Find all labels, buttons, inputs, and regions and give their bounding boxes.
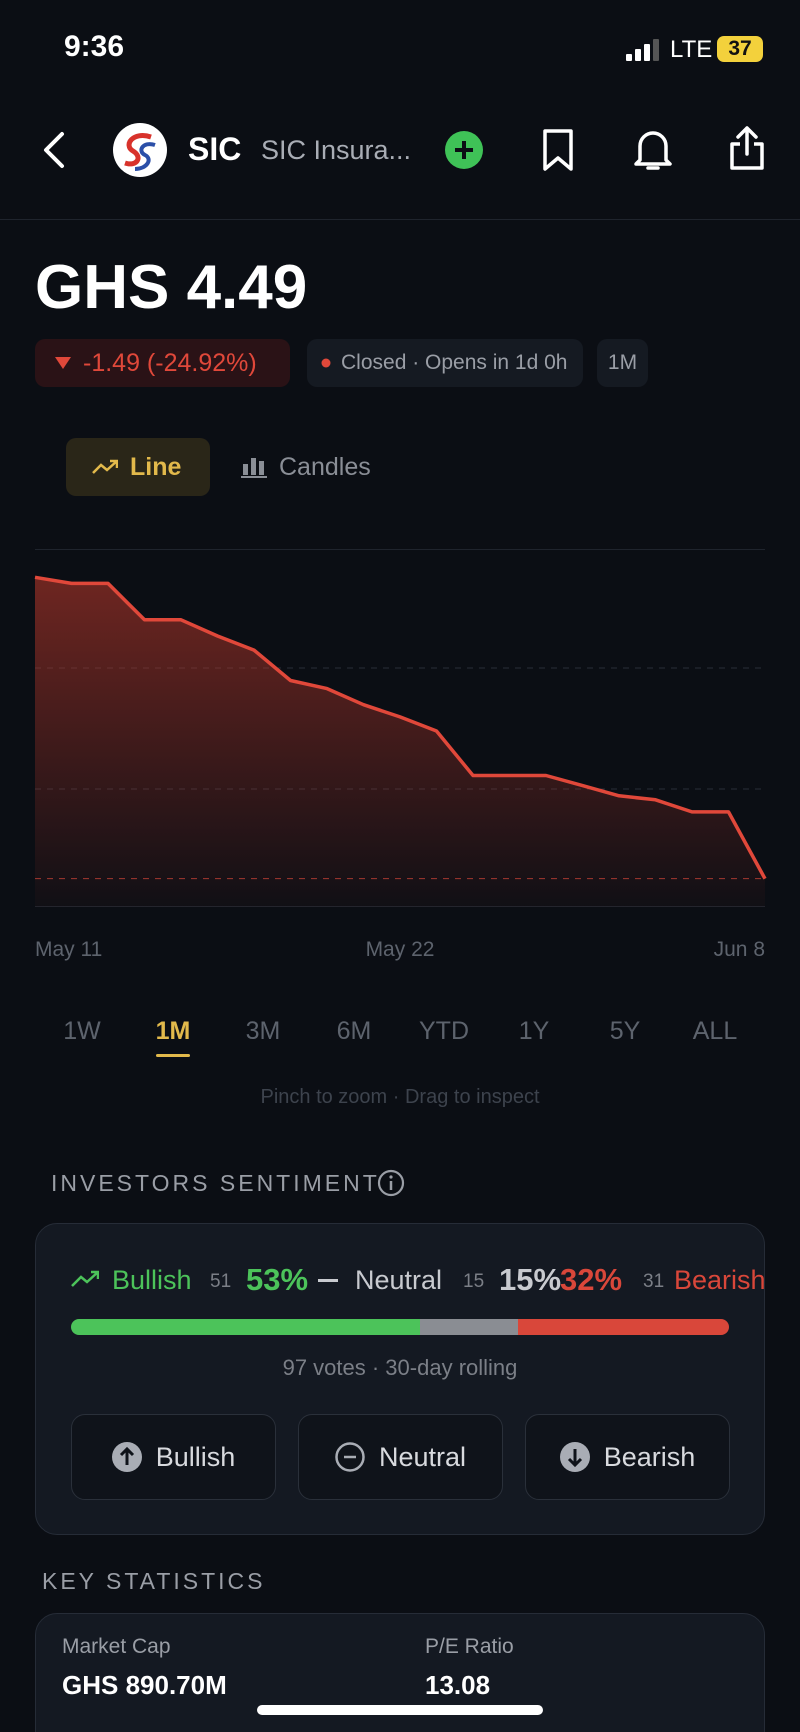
range-button[interactable]: 1Y — [518, 1017, 550, 1045]
battery: 37 — [717, 36, 763, 62]
line-toggle[interactable]: Line — [66, 438, 210, 496]
range-button[interactable]: ALL — [692, 1017, 738, 1045]
neutral-icon — [318, 1279, 338, 1282]
up-icon — [111, 1442, 142, 1472]
stat-value: GHS 890.70M — [62, 1670, 227, 1700]
logo — [113, 123, 167, 177]
candles-label: Candles — [279, 452, 371, 481]
alert-button[interactable] — [632, 126, 674, 172]
add-button[interactable] — [445, 131, 483, 169]
info-icon[interactable] — [377, 1169, 405, 1197]
sentiment-bar — [71, 1319, 729, 1335]
candles-toggle[interactable]: Candles — [241, 438, 371, 496]
neutral-circle-icon — [335, 1442, 365, 1472]
sentiment-votes: 31 — [643, 1271, 665, 1292]
x-tick-label: Jun 8 — [714, 938, 765, 961]
vote-neutral-button[interactable]: Neutral — [298, 1414, 503, 1500]
section-title: KEY STATISTICS — [42, 1568, 266, 1594]
sentiment-votes: 51 — [210, 1271, 232, 1292]
sentiment-footer: 97 votes · 30-day rolling — [282, 1355, 518, 1380]
price-line — [34, 575, 767, 880]
market-status: Closed · Opens in 1d 0h — [341, 351, 568, 374]
sentiment-segment — [518, 1319, 729, 1335]
range-button[interactable]: 1W — [63, 1017, 101, 1045]
signal-icon — [626, 39, 659, 61]
sentiment-percent: 53% — [246, 1262, 309, 1297]
status-time: 9:36 — [64, 30, 125, 63]
vote-bearish-button[interactable]: Bearish — [525, 1414, 730, 1500]
back-button[interactable] — [40, 130, 70, 170]
sentiment-name: Neutral — [355, 1265, 443, 1295]
down-arrow — [55, 357, 71, 369]
range-button[interactable]: 6M — [336, 1017, 372, 1045]
price: GHS 4.49 — [35, 253, 308, 322]
area — [35, 577, 765, 907]
section-title: INVESTORS SENTIMENT — [51, 1170, 380, 1196]
vote-bullish-button[interactable]: Bullish — [71, 1414, 276, 1500]
range-button[interactable]: 1M — [155, 1017, 191, 1045]
x-tick-label: May 22 — [366, 938, 435, 961]
company-name: SIC Insura... — [261, 135, 412, 165]
sentiment-segment — [71, 1319, 420, 1335]
range-button[interactable]: YTD — [419, 1017, 469, 1045]
sentiment-percent: 15% — [499, 1262, 562, 1297]
line-label: Line — [130, 452, 182, 481]
home-indicator — [257, 1705, 543, 1715]
sentiment-name: Bullish — [112, 1265, 192, 1295]
x-tick-label: May 11 — [35, 938, 102, 961]
range-underline — [156, 1054, 190, 1057]
sentiment-percent: 32% — [560, 1262, 623, 1297]
button-label: Neutral — [378, 1441, 467, 1472]
ticker: SIC — [188, 131, 242, 167]
network: LTE — [670, 36, 713, 63]
price-chart: May 11 May 22 Jun 8 — [34, 549, 767, 961]
change: -1.49 (-24.92%) — [83, 348, 257, 377]
range-button[interactable]: 3M — [245, 1017, 281, 1045]
bullish-icon — [71, 1270, 99, 1287]
down-icon — [559, 1442, 590, 1472]
chart-hint: Pinch to zoom · Drag to inspect — [260, 1086, 540, 1108]
button-label: Bearish — [603, 1441, 696, 1472]
candles-icon — [241, 458, 267, 478]
change-badge: -1.49 (-24.92%) — [35, 339, 290, 387]
period-badge: 1M — [597, 339, 648, 387]
stat-label: Market Cap — [62, 1635, 171, 1658]
stat-label: P/E Ratio — [425, 1635, 514, 1658]
line-icon — [92, 459, 118, 474]
share-button[interactable] — [728, 124, 766, 172]
market-status-badge: Closed · Opens in 1d 0h — [307, 339, 583, 387]
sentiment-segment — [419, 1319, 519, 1335]
divider — [0, 219, 800, 220]
sentiment-votes: 15 — [463, 1271, 485, 1292]
button-label: Bullish — [155, 1441, 236, 1472]
stat-value: 13.08 — [425, 1670, 491, 1700]
status-dot — [321, 358, 331, 368]
bookmark-button[interactable] — [541, 128, 575, 172]
range-button[interactable]: 5Y — [609, 1017, 641, 1045]
sentiment-name: Bearish — [674, 1265, 766, 1295]
